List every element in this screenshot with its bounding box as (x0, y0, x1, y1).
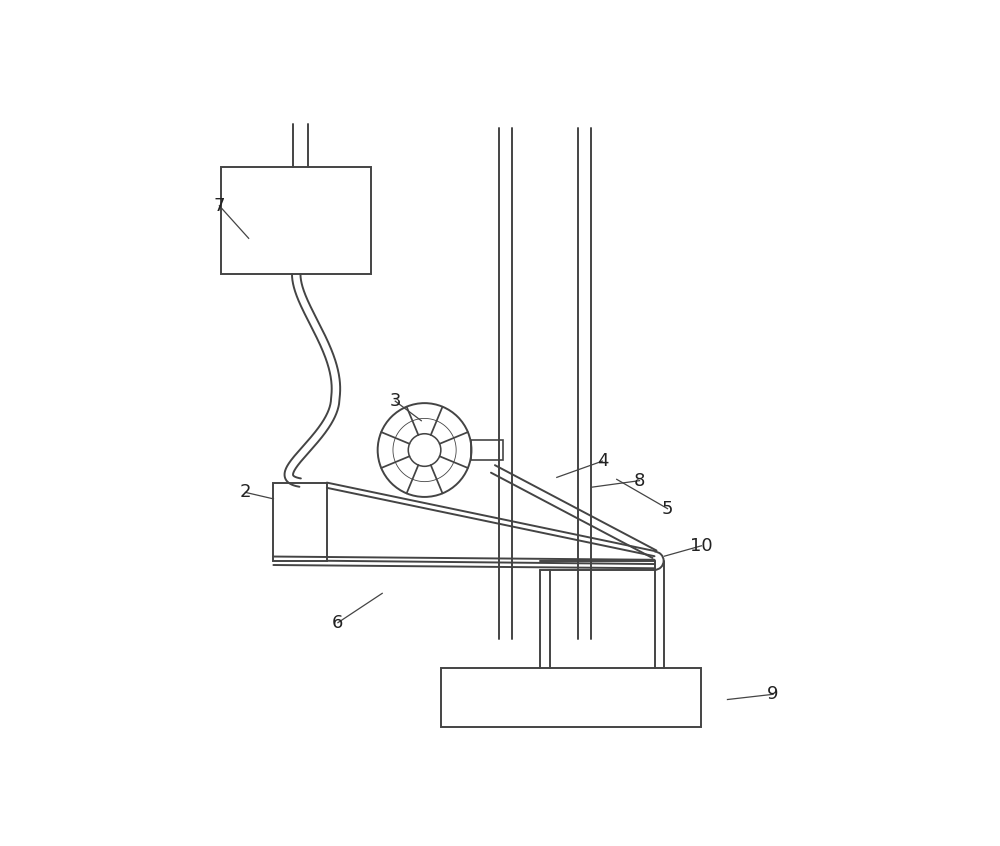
Bar (441, 668, 701, 727)
Text: 4: 4 (597, 452, 608, 470)
Text: 5: 5 (662, 500, 673, 518)
Text: 9: 9 (767, 685, 779, 703)
Text: 6: 6 (332, 613, 344, 632)
Bar (273, 482, 327, 561)
Bar (221, 167, 371, 274)
Text: 8: 8 (634, 472, 645, 490)
Bar (471, 440, 503, 460)
Text: 7: 7 (214, 197, 225, 215)
Text: 2: 2 (240, 483, 251, 502)
Text: 10: 10 (690, 537, 713, 555)
Text: 3: 3 (389, 393, 401, 410)
